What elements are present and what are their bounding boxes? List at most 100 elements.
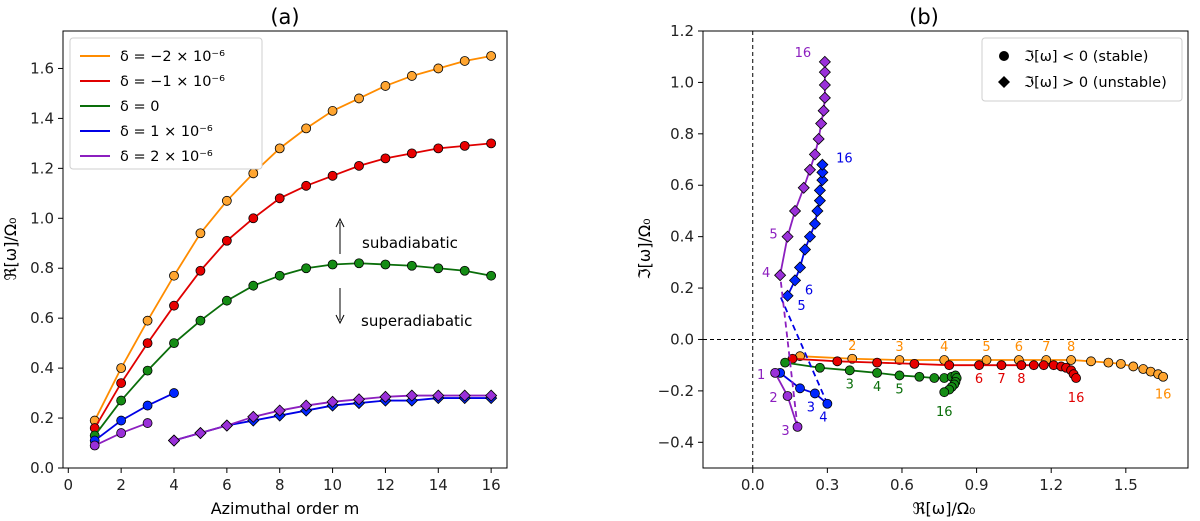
point-b-d_0: [814, 362, 825, 373]
a-ytick-label: 0.6: [30, 309, 54, 327]
point-b-unstable-d_p2: [815, 117, 828, 130]
point-b-d_m1: [909, 358, 920, 369]
point-unstable-d_p2: [167, 434, 181, 447]
a-xtick-label: 8: [275, 476, 285, 494]
series-line-d_m1: [93, 142, 492, 429]
point-b-d_0: [780, 357, 790, 368]
point-b-unstable-d_p1: [798, 243, 812, 256]
legend-label-d_p2: δ = 2 × 10⁻⁶: [120, 149, 213, 165]
mode-label: 8: [1017, 372, 1025, 387]
point-stable-d_p2: [142, 418, 153, 428]
a-xtick-label: 6: [222, 476, 232, 494]
b-ytick-label: 1.2: [670, 22, 694, 40]
point-b-unstable-d_p2: [812, 132, 825, 146]
point-unstable-d_p2: [220, 419, 233, 432]
a-ytick-label: 1.4: [30, 109, 54, 127]
point-b-unstable-d_p1: [813, 184, 826, 197]
point-d_m1: [248, 213, 259, 224]
point-b-unstable-d_p1: [811, 204, 824, 218]
a-ytick-label: 0.0: [30, 459, 54, 477]
mode-label: 16: [836, 152, 853, 167]
annotation-subadiabatic: subadiabatic: [362, 234, 458, 252]
a-xtick-label: 10: [323, 476, 342, 494]
point-d_0: [221, 295, 232, 306]
point-d_0: [354, 258, 364, 269]
point-b-d_0: [939, 387, 950, 398]
panel-b-frame: [702, 30, 1189, 469]
point-b-d_m1: [1038, 360, 1049, 371]
adiabatic-annotations: subadiabatic superadiabatic: [335, 217, 472, 330]
b-ytick-label: 0.2: [670, 279, 694, 297]
b-xtick-label: 1.5: [1114, 476, 1138, 494]
mode-label: 2: [769, 391, 777, 406]
point-b-unstable-d_p2: [818, 78, 831, 92]
panel-b-title: (b): [909, 5, 939, 29]
point-d_0: [327, 259, 338, 270]
legend-circle-marker: [999, 51, 1009, 61]
mode-label: 4: [819, 411, 827, 426]
point-unstable-d_p2: [273, 404, 286, 417]
point-d_m2: [380, 81, 391, 91]
point-d_m1: [274, 193, 285, 204]
mode-label: 5: [982, 340, 990, 355]
point-b-d_m1: [1028, 360, 1039, 371]
series-d_p2: [89, 389, 498, 451]
point-d_m2: [195, 228, 206, 239]
point-d_m1: [354, 160, 364, 171]
b-ytick-label: 0.4: [670, 228, 694, 246]
mode-label: 7: [997, 372, 1005, 387]
series-line-stable-d_p1: [94, 392, 175, 442]
mode-label: 16: [936, 405, 953, 420]
point-b-d_0: [894, 370, 905, 381]
point-d_0: [195, 315, 206, 326]
mode-label: 7: [1042, 340, 1050, 355]
a-ytick-label: 0.4: [30, 359, 54, 377]
a-ytick-label: 0.2: [30, 409, 54, 427]
point-b-unstable-d_p2: [781, 230, 794, 243]
point-unstable-d_p2: [458, 389, 471, 402]
down-arrow-head: [335, 314, 345, 325]
point-b-d_m1: [974, 360, 984, 371]
point-unstable-d_p2: [300, 399, 313, 412]
mode-label: 16: [795, 46, 812, 61]
up-arrow-head: [335, 217, 345, 228]
point-unstable-d_p2: [247, 410, 260, 423]
panel-b-legend: ℑ[ω] < 0 (stable) ℑ[ω] > 0 (unstable): [981, 37, 1183, 102]
point-b-stable-d_p1: [795, 383, 805, 394]
mode-label: 1: [757, 368, 765, 383]
a-xtick-label: 4: [169, 476, 179, 494]
point-stable-d_p2: [89, 440, 100, 451]
b-ytick-label: 0.0: [670, 330, 694, 348]
point-d_0: [169, 338, 179, 349]
panel-a-series: [89, 51, 498, 451]
point-b-d_0: [914, 371, 925, 382]
point-d_0: [301, 263, 312, 274]
point-d_0: [433, 263, 444, 274]
point-b-unstable-d_p1: [813, 194, 826, 207]
series-d_m2: [89, 51, 497, 426]
point-stable-d_p1: [116, 415, 127, 426]
point-b-d_m1: [872, 357, 883, 368]
point-d_m2: [301, 123, 312, 134]
mode-label: 3: [846, 377, 854, 392]
series-line-d_0: [93, 262, 492, 437]
point-b-stable-d_p1: [822, 398, 833, 409]
point-b-stable-d_p2: [782, 391, 793, 401]
b-xtick-label: 0.9: [965, 476, 989, 494]
point-d_0: [116, 395, 127, 406]
b-ytick-label: −0.2: [658, 382, 694, 400]
point-b-unstable-d_p1: [781, 289, 794, 302]
b-xtick-label: 0.3: [815, 476, 839, 494]
mode-label: 5: [797, 299, 805, 314]
legend-label-d_p1: δ = 1 × 10⁻⁶: [120, 124, 213, 140]
mode-label: 6: [805, 283, 813, 298]
point-b-d_m1: [1016, 360, 1027, 371]
point-b-d_m2: [1115, 358, 1126, 369]
panel-a-ylabel: ℜ[ω]/Ω₀: [1, 218, 20, 281]
b-ytick-label: 1.0: [670, 73, 694, 91]
a-xtick-label: 14: [429, 476, 448, 494]
mode-label: 6: [975, 372, 983, 387]
